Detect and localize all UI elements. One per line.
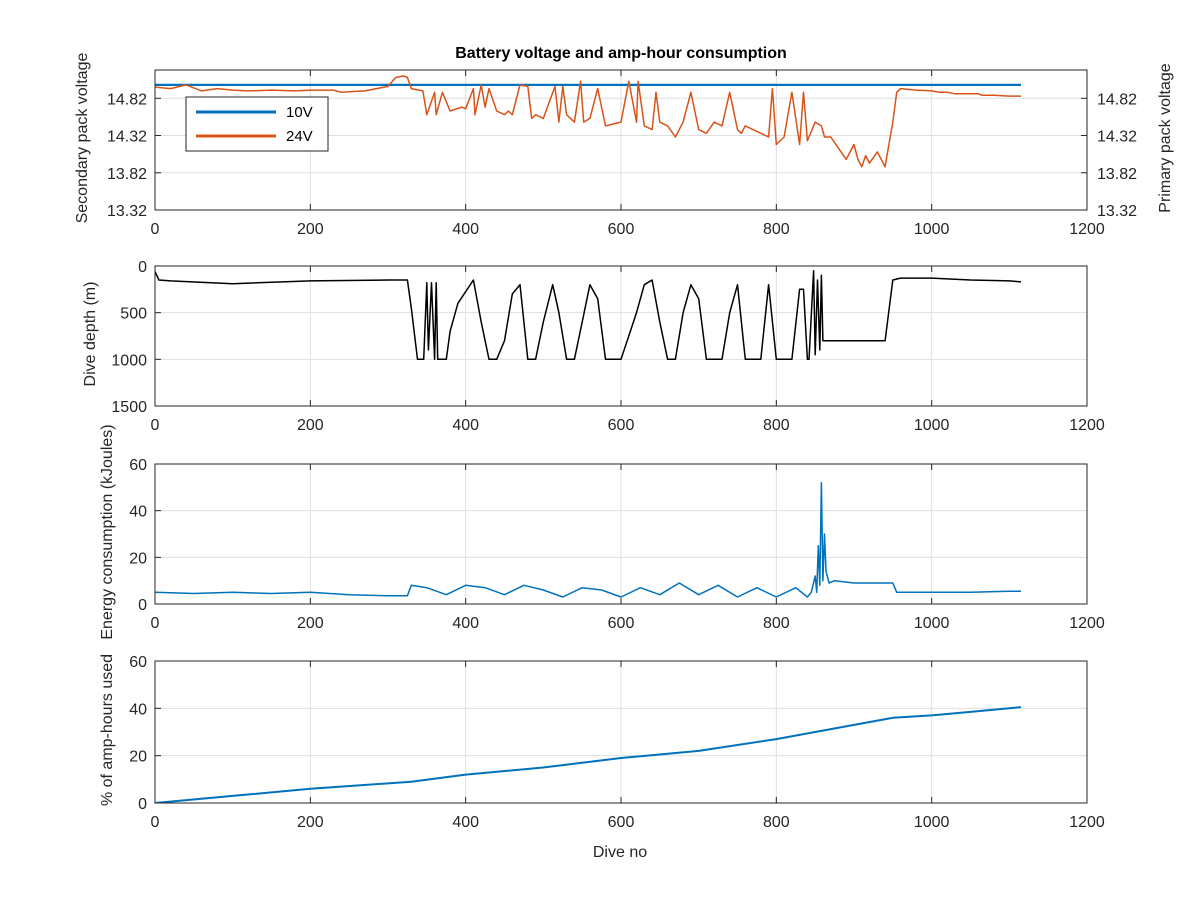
legend-label-10v: 10V <box>286 104 313 121</box>
y-axis-label: % of amp-hours used <box>99 654 116 806</box>
x-tick-label: 600 <box>608 814 635 831</box>
x-tick-label: 800 <box>763 221 790 238</box>
y-tick-label: 0 <box>138 259 147 276</box>
x-tick-label: 0 <box>151 615 160 632</box>
x-tick-label: 1200 <box>1069 221 1105 238</box>
x-tick-label: 0 <box>151 814 160 831</box>
x-tick-label: 1000 <box>914 615 950 632</box>
y-tick-label: 20 <box>129 550 147 567</box>
x-tick-label: 1200 <box>1069 417 1105 434</box>
x-tick-label: 600 <box>608 417 635 434</box>
x-tick-label: 1200 <box>1069 615 1105 632</box>
y-tick-label: 0 <box>138 796 147 813</box>
x-tick-label: 200 <box>297 814 324 831</box>
y-tick-label: 40 <box>129 701 147 718</box>
panel-1: 0 200 400 600 800 1000 120013.3213.8214.3214.8… <box>74 45 1174 238</box>
x-tick-label: 400 <box>452 221 479 238</box>
y-tick-label: 40 <box>129 504 147 521</box>
y-right-tick-label: 13.32 <box>1097 203 1137 220</box>
y-axis-label-right: Primary pack voltage <box>1157 63 1174 212</box>
x-tick-label: 200 <box>297 615 324 632</box>
panel-4: 0 200 400 600 800 1000 1200 0 20 40 60 % of amp-hou… <box>99 654 1105 861</box>
x-tick-label: 0 <box>151 221 160 238</box>
y-tick-label: 1000 <box>111 352 147 369</box>
y-tick-label: 14.82 <box>107 91 147 108</box>
y-axis-label-left: Secondary pack voltage <box>74 53 91 224</box>
x-tick-label: 600 <box>608 615 635 632</box>
x-tick-label: 400 <box>452 417 479 434</box>
legend-label-24v: 24V <box>286 128 313 145</box>
y-tick-label: 20 <box>129 749 147 766</box>
panel-2: 0 200 400 600 800 1000 1200 0 500 1000 1500 Dive de… <box>82 259 1105 434</box>
chart-title: Battery voltage and amp-hour consumption <box>455 45 787 62</box>
y-tick-label: 500 <box>120 306 147 323</box>
legend-box <box>185 96 329 152</box>
x-axis-label: Dive no <box>593 844 647 861</box>
y-tick-label: 0 <box>138 597 147 614</box>
y-right-tick-label: 13.82 <box>1097 166 1137 183</box>
x-tick-label: 800 <box>763 615 790 632</box>
series-line-1 <box>155 269 1022 361</box>
x-tick-label: 800 <box>763 417 790 434</box>
x-tick-label: 0 <box>151 417 160 434</box>
series-line-1 <box>155 706 1022 803</box>
y-tick-label: 60 <box>129 654 147 671</box>
y-tick-label: 13.32 <box>107 203 147 220</box>
series-line-24v <box>155 75 1021 168</box>
y-tick-label: 60 <box>129 457 147 474</box>
y-axis-label: Dive depth (m) <box>82 282 99 387</box>
panels: 0 200 400 600 800 1000 120013.3213.8214.3214.8… <box>74 45 1174 861</box>
x-tick-label: 1200 <box>1069 814 1105 831</box>
x-tick-label: 1000 <box>914 221 950 238</box>
series-line-1 <box>155 481 1021 598</box>
x-tick-label: 800 <box>763 814 790 831</box>
x-tick-label: 600 <box>608 221 635 238</box>
y-tick-label: 14.32 <box>107 129 147 146</box>
panel-3: 0 200 400 600 800 1000 1200 0 20 40 60 Energy consu… <box>99 424 1105 639</box>
y-tick-label: 1500 <box>111 399 147 416</box>
x-tick-label: 200 <box>297 221 324 238</box>
y-right-tick-label: 14.82 <box>1097 91 1137 108</box>
x-tick-label: 200 <box>297 417 324 434</box>
y-tick-label: 13.82 <box>107 166 147 183</box>
y-axis-label: Energy consumption (kJoules) <box>99 424 116 639</box>
x-tick-label: 1000 <box>914 417 950 434</box>
x-tick-label: 400 <box>452 615 479 632</box>
x-tick-label: 400 <box>452 814 479 831</box>
x-tick-label: 1000 <box>914 814 950 831</box>
y-right-tick-label: 14.32 <box>1097 129 1137 146</box>
